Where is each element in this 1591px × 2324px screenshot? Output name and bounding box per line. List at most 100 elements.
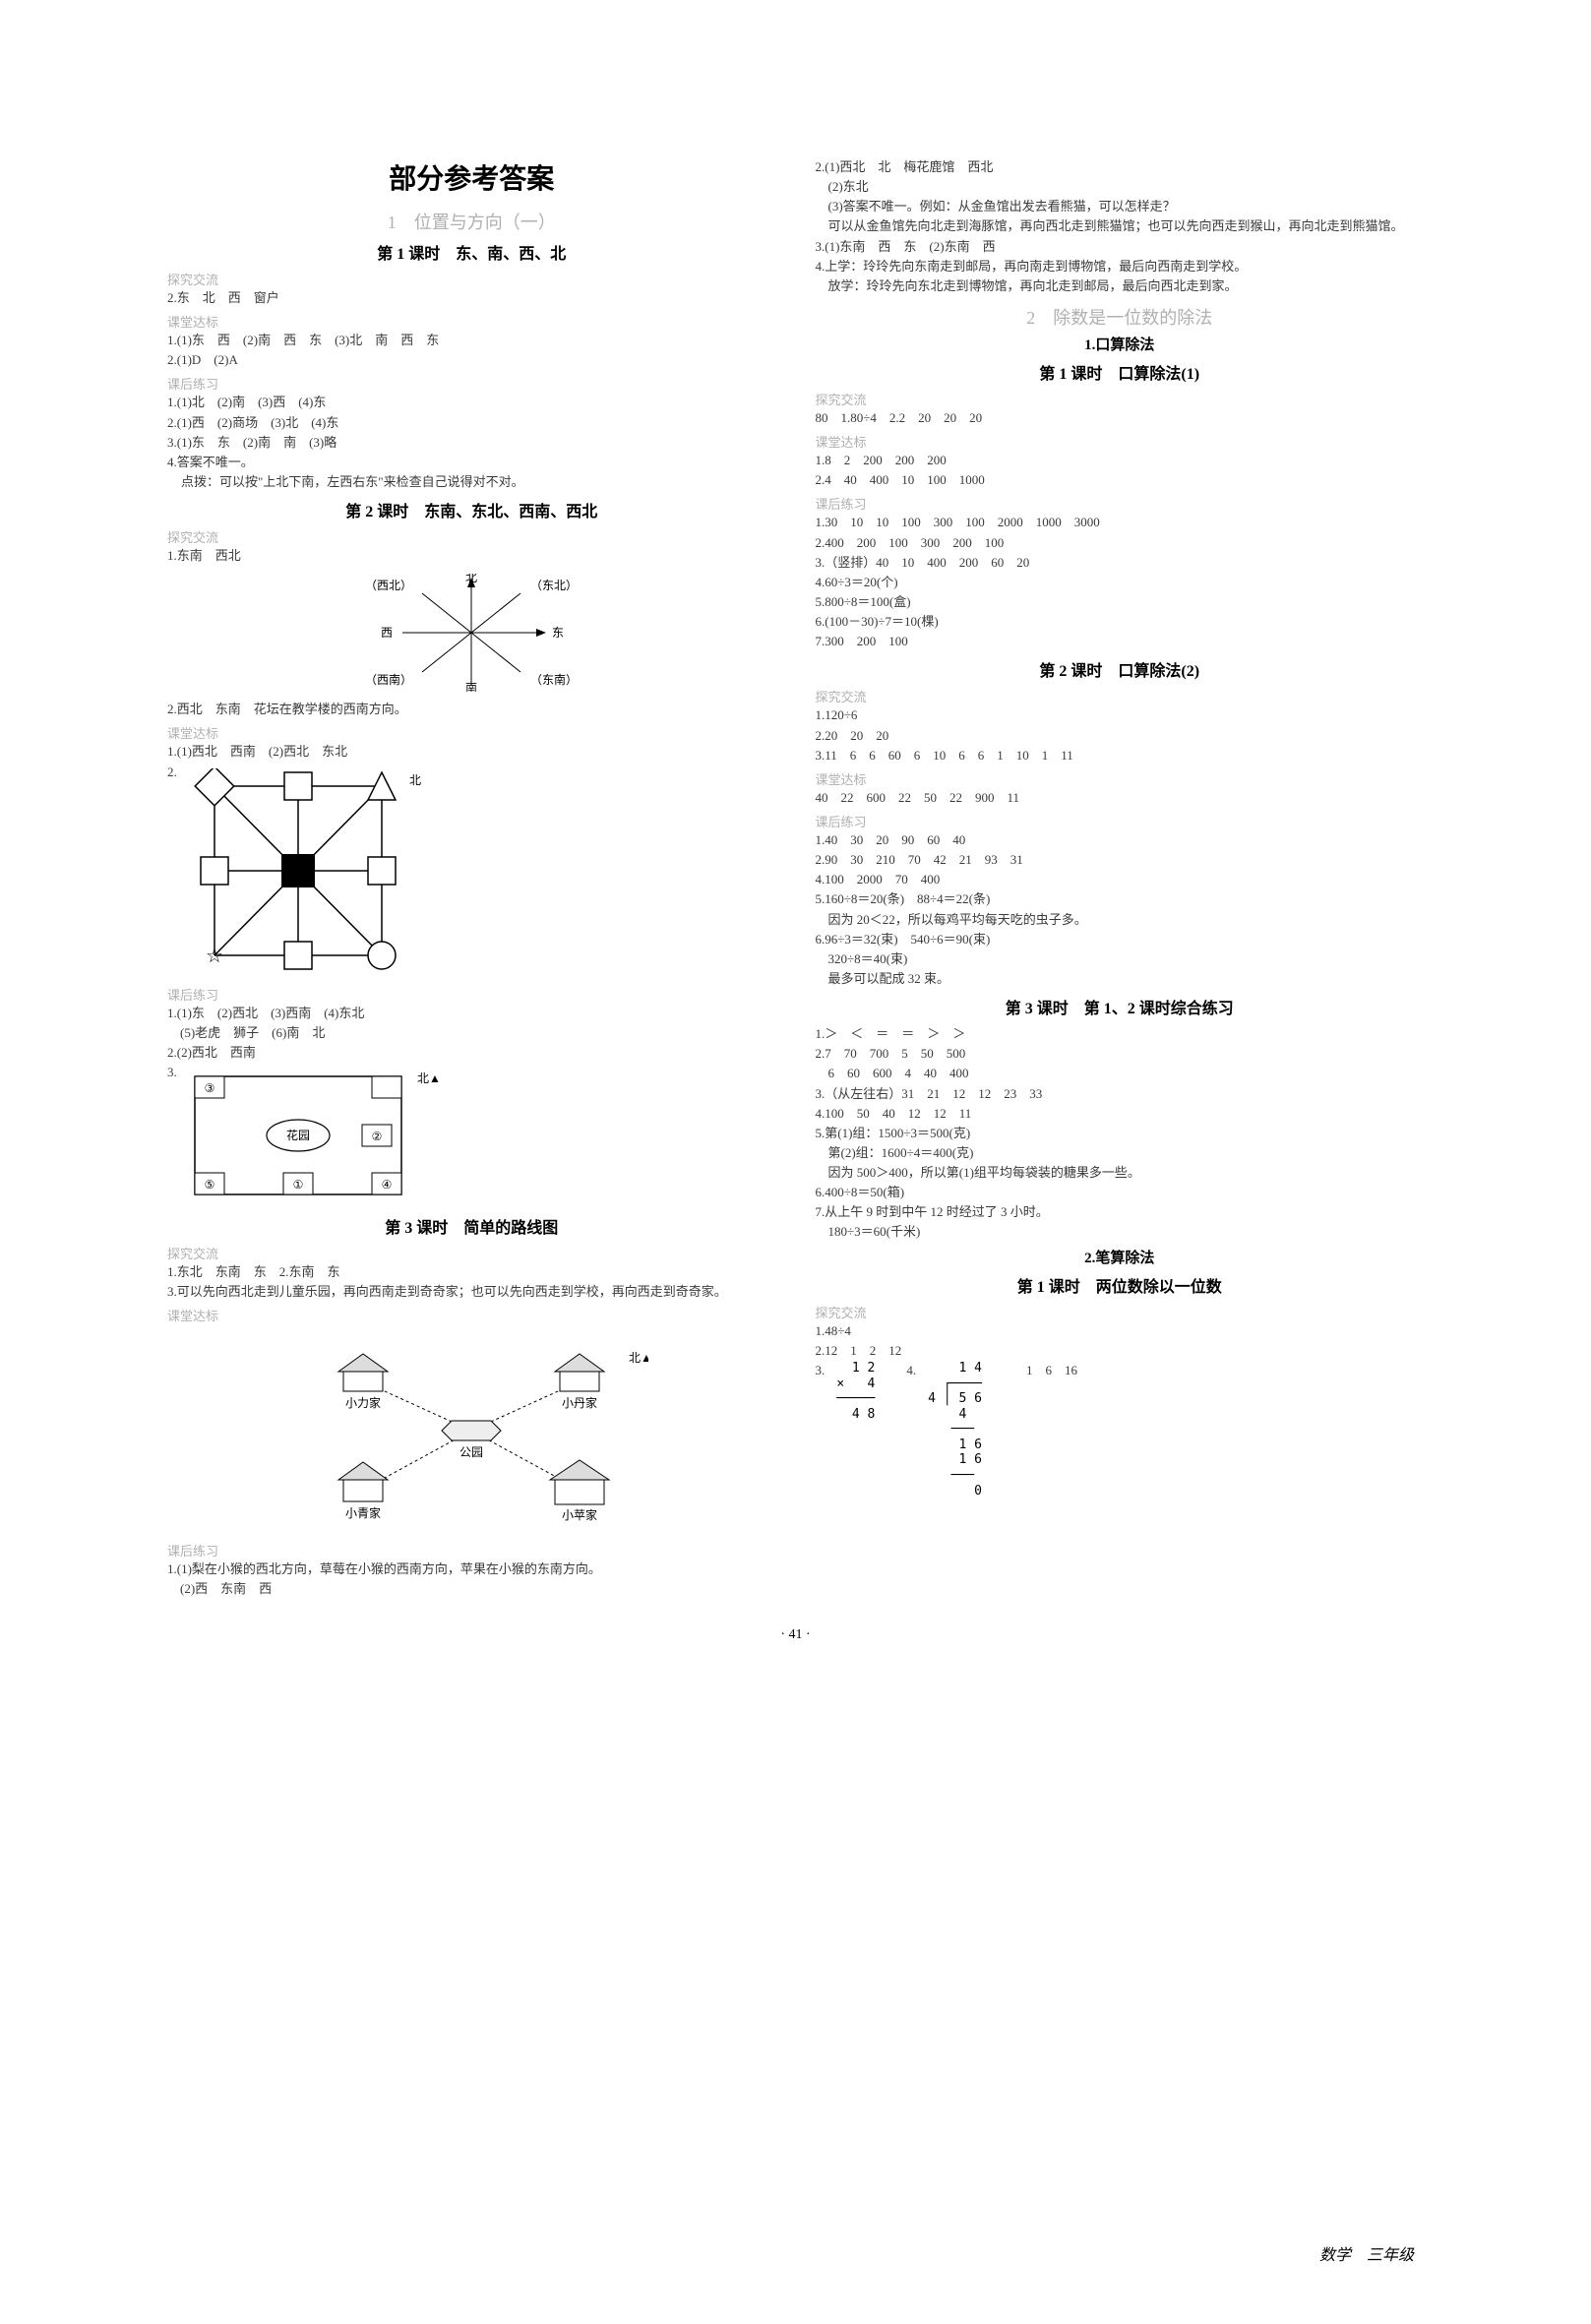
svg-text:北▲: 北▲ bbox=[629, 1351, 648, 1365]
svg-text:花园: 花园 bbox=[286, 1128, 310, 1142]
answer-line: 2.(1)西 (2)商场 (3)北 (4)东 bbox=[167, 413, 776, 433]
section-label: 课堂达标 bbox=[167, 1306, 776, 1324]
sub-section-title: 1.口算除法 bbox=[816, 334, 1425, 354]
answer-line: (2)西 东南 西 bbox=[167, 1579, 776, 1599]
house-icon: 小力家 bbox=[338, 1354, 388, 1410]
answer-line: 1.(1)东 (2)西北 (3)西南 (4)东北 bbox=[167, 1004, 776, 1023]
answer-line: 6 60 600 4 40 400 bbox=[816, 1064, 1425, 1083]
answer-line: 3.(1)东南 西 东 (2)东南 西 bbox=[816, 237, 1425, 257]
houses-diagram: 小力家 小丹家 公园 小青家 bbox=[167, 1332, 776, 1533]
answer-line: 可以从金鱼馆先向北走到海豚馆，再向西北走到熊猫馆；也可以先向西走到猴山，再向北走… bbox=[816, 216, 1425, 236]
answer-line: 40 22 600 22 50 22 900 11 bbox=[816, 788, 1425, 808]
answer-line: 1.48÷4 bbox=[816, 1321, 1425, 1341]
answer-line: 80 1.80÷4 2.2 20 20 20 bbox=[816, 408, 1425, 428]
hint-line: 点拨：可以按"上北下南，左西右东"来检查自己说得对不对。 bbox=[167, 472, 776, 492]
left-column: 部分参考答案 1 位置与方向（一） 第 1 课时 东、南、西、北 探究交流 2.… bbox=[167, 157, 776, 1600]
svg-text:南: 南 bbox=[465, 680, 477, 692]
answer-line: 7.从上午 9 时到中午 12 时经过了 3 小时。 bbox=[816, 1202, 1425, 1222]
answer-line: 因为 20＜22，所以每鸡平均每天吃的虫子多。 bbox=[816, 910, 1425, 930]
footer-subject: 数学 三年级 bbox=[1319, 2241, 1414, 2265]
answer-label: 4. bbox=[906, 1361, 916, 1380]
answer-line: 5.800÷8＝100(盒) bbox=[816, 592, 1425, 612]
svg-text:小苹家: 小苹家 bbox=[562, 1507, 597, 1522]
vertical-division: 1 4 ┌──── 4 │ 5 6 4 ─── 1 6 1 6 ─── 0 bbox=[928, 1361, 982, 1498]
answer-line: 2.12 1 2 12 bbox=[816, 1341, 1425, 1361]
answer-line: 3.(1)东 东 (2)南 南 (3)略 bbox=[167, 433, 776, 453]
answer-line: 4.100 2000 70 400 bbox=[816, 870, 1425, 889]
answer-line: 1.40 30 20 90 60 40 bbox=[816, 830, 1425, 850]
house-icon: 小丹家 bbox=[555, 1354, 604, 1410]
lesson-r1-title: 第 1 课时 口算除法(1) bbox=[816, 360, 1425, 384]
svg-text:⑤: ⑤ bbox=[205, 1178, 215, 1192]
answer-line: 1 6 16 bbox=[1013, 1361, 1077, 1380]
svg-text:北: 北 bbox=[465, 574, 477, 584]
section-label: 探究交流 bbox=[167, 527, 776, 546]
section-label: 课后练习 bbox=[816, 494, 1425, 513]
answer-line: 4.100 50 40 12 12 11 bbox=[816, 1104, 1425, 1124]
svg-text:（西南）: （西南） bbox=[365, 672, 412, 687]
svg-text:☆: ☆ bbox=[206, 946, 223, 967]
answer-line: 2.(2)西北 西南 bbox=[167, 1043, 776, 1063]
house-icon: 小青家 bbox=[338, 1462, 388, 1520]
answer-line: 2.20 20 20 bbox=[816, 726, 1425, 746]
answer-line: 180÷3＝60(千米) bbox=[816, 1222, 1425, 1242]
svg-text:公园: 公园 bbox=[459, 1445, 483, 1459]
answer-line: 放学：玲玲先向东北走到博物馆，再向北走到邮局，最后向西北走到家。 bbox=[816, 276, 1425, 296]
section-label: 课后练习 bbox=[167, 374, 776, 393]
section-label: 课后练习 bbox=[167, 1541, 776, 1560]
answer-line: (5)老虎 狮子 (6)南 北 bbox=[167, 1023, 776, 1043]
main-title: 部分参考答案 bbox=[167, 157, 776, 197]
answer-line: 4.60÷3＝20(个) bbox=[816, 573, 1425, 592]
vertical-multiplication: 1 2 × 4 ───── 4 8 bbox=[836, 1361, 875, 1422]
answer-line: 1.＞ ＜ ＝ ＝ ＞ ＞ bbox=[816, 1024, 1425, 1044]
chapter-1-title: 1 位置与方向（一） bbox=[167, 209, 776, 234]
park-icon: 公园 bbox=[442, 1421, 501, 1459]
answer-line: 3.11 6 6 60 6 10 6 6 1 10 1 11 bbox=[816, 746, 1425, 765]
answer-line: 最多可以配成 32 束。 bbox=[816, 969, 1425, 989]
answer-line: 1.(1)北 (2)南 (3)西 (4)东 bbox=[167, 393, 776, 412]
section-label: 探究交流 bbox=[167, 1244, 776, 1262]
svg-text:③: ③ bbox=[205, 1081, 215, 1095]
answer-line: 1.(1)梨在小猴的西北方向，草莓在小猴的西南方向，苹果在小猴的东南方向。 bbox=[167, 1560, 776, 1579]
answer-line: 6.96÷3＝32(束) 540÷6＝90(束) bbox=[816, 930, 1425, 949]
answer-line: 1.120÷6 bbox=[816, 705, 1425, 725]
answer-label: 3. bbox=[816, 1361, 826, 1380]
answer-line: 2.7 70 700 5 50 500 bbox=[816, 1044, 1425, 1064]
answer-line: 1.(1)西北 西南 (2)西北 东北 bbox=[167, 742, 776, 762]
answer-line: 3. bbox=[167, 1063, 185, 1082]
svg-text:小丹家: 小丹家 bbox=[562, 1395, 597, 1410]
answer-line: 6.(100－30)÷7＝10(棵) bbox=[816, 612, 1425, 632]
answer-line: 第(2)组：1600÷4＝400(克) bbox=[816, 1143, 1425, 1163]
garden-diagram: 花园 ③ ② ⑤ ① ④ 北▲ bbox=[185, 1063, 441, 1208]
answer-line: 1.30 10 10 100 300 100 2000 1000 3000 bbox=[816, 513, 1425, 532]
page-root: 部分参考答案 1 位置与方向（一） 第 1 课时 东、南、西、北 探究交流 2.… bbox=[167, 157, 1424, 1600]
answer-line: 1.8 2 200 200 200 bbox=[816, 451, 1425, 470]
section-label: 课堂达标 bbox=[816, 432, 1425, 451]
svg-text:小青家: 小青家 bbox=[345, 1505, 381, 1520]
answer-line: 3.可以先向西北走到儿童乐园，再向西南走到奇奇家；也可以先向西走到学校，再向西走… bbox=[167, 1282, 776, 1302]
section-label: 探究交流 bbox=[167, 270, 776, 288]
answer-line: 因为 500＞400，所以第(1)组平均每袋装的糖果多一些。 bbox=[816, 1163, 1425, 1183]
compass-diagram: 北 南 西 东 （西北） （东北） （西南） （东南） bbox=[167, 574, 776, 692]
svg-text:北▲: 北▲ bbox=[409, 773, 421, 787]
answer-line: 5.160÷8＝20(条) 88÷4＝22(条) bbox=[816, 889, 1425, 909]
answer-line: 2. bbox=[167, 763, 185, 782]
section-label: 探究交流 bbox=[816, 687, 1425, 705]
answer-line: 1.(1)东 西 (2)南 西 东 (3)北 南 西 东 bbox=[167, 331, 776, 350]
answer-line: 1.东南 西北 bbox=[167, 546, 776, 566]
answer-line: 1.东北 东南 东 2.东南 东 bbox=[167, 1262, 776, 1282]
section-label: 课堂达标 bbox=[167, 312, 776, 331]
answer-line: 2.(1)D (2)A bbox=[167, 350, 776, 370]
answer-line: 3.（从左往右）31 21 12 12 23 33 bbox=[816, 1084, 1425, 1104]
answer-line: 2.400 200 100 300 200 100 bbox=[816, 533, 1425, 553]
answer-line: 3.（竖排）40 10 400 200 60 20 bbox=[816, 553, 1425, 573]
svg-text:④: ④ bbox=[382, 1178, 393, 1192]
chapter-2-title: 2 除数是一位数的除法 bbox=[816, 304, 1425, 330]
answer-line: (2)东北 bbox=[816, 177, 1425, 197]
answer-line: 5.第(1)组：1500÷3＝500(克) bbox=[816, 1124, 1425, 1143]
lesson-r4-title: 第 1 课时 两位数除以一位数 bbox=[816, 1273, 1425, 1297]
answer-line: 2.4 40 400 10 100 1000 bbox=[816, 470, 1425, 490]
svg-text:（西北）: （西北） bbox=[365, 579, 412, 592]
section-label: 探究交流 bbox=[816, 1303, 1425, 1321]
answer-line: 2.东 北 西 窗户 bbox=[167, 288, 776, 308]
